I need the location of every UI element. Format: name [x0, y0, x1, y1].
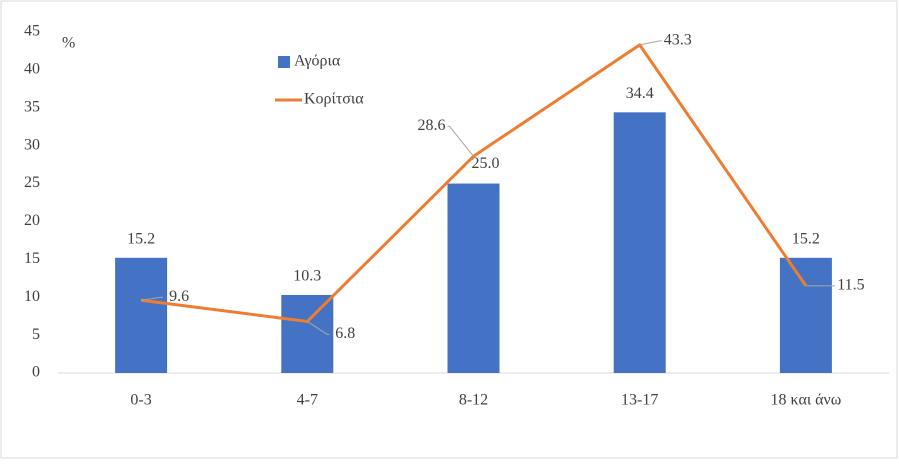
y-tick-label: 45 — [24, 23, 40, 40]
y-tick-label: 10 — [24, 288, 40, 305]
data-label: 15.2 — [127, 230, 155, 247]
y-tick-label: 30 — [24, 136, 40, 153]
legend-swatch — [278, 56, 290, 68]
data-label: 6.8 — [335, 325, 355, 342]
data-label: 28.6 — [418, 117, 446, 134]
data-label: 10.3 — [293, 268, 321, 285]
bar — [281, 294, 334, 373]
x-tick-label: 0-3 — [130, 392, 151, 409]
bar — [779, 257, 832, 373]
legend-label: Κορίτσια — [304, 91, 364, 108]
data-label: 11.5 — [837, 277, 864, 294]
x-tick-label: 18 και άνω — [771, 392, 842, 409]
y-tick-label: 25 — [24, 174, 40, 191]
data-label: 15.2 — [792, 230, 820, 247]
x-tick-label: 13-17 — [621, 392, 658, 409]
legend-label: Αγόρια — [294, 53, 341, 70]
leader-line — [447, 125, 474, 157]
bar — [115, 257, 168, 373]
y-tick-label: 0 — [32, 364, 40, 381]
leader-line — [307, 321, 330, 335]
data-label: 34.4 — [626, 85, 654, 102]
bar — [447, 183, 500, 373]
data-label: 25.0 — [472, 155, 500, 172]
y-tick-label: 15 — [24, 250, 40, 267]
leader-line — [141, 296, 164, 301]
bar — [613, 112, 666, 373]
leader-line — [639, 40, 662, 46]
x-tick-label: 4-7 — [297, 392, 318, 409]
y-tick-label: 35 — [24, 98, 40, 115]
y-tick-label: 5 — [32, 326, 40, 343]
y-tick-label: 20 — [24, 212, 40, 229]
data-label: 9.6 — [169, 288, 189, 305]
data-label: 43.3 — [664, 32, 692, 49]
y-axis-label: % — [62, 35, 75, 52]
x-tick-label: 8-12 — [459, 392, 488, 409]
y-tick-label: 40 — [24, 61, 40, 78]
